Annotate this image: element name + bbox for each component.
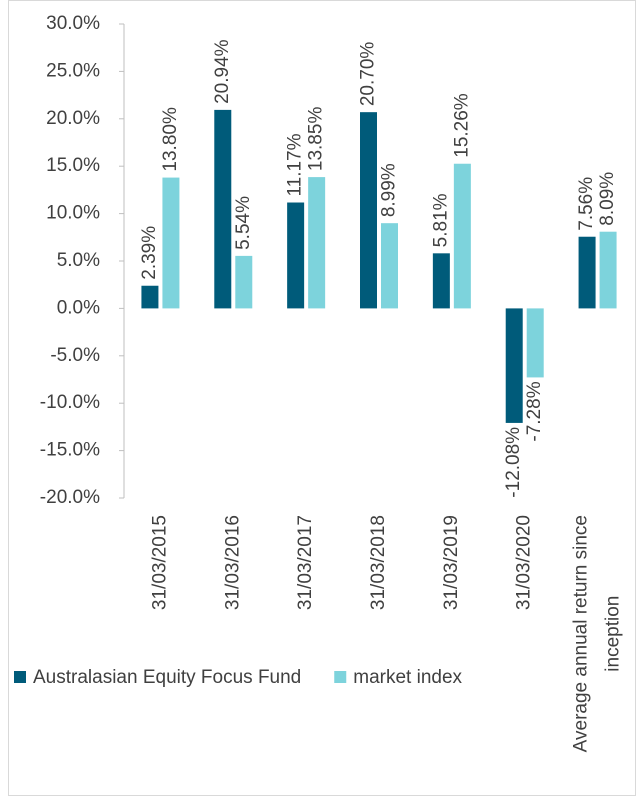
bar <box>162 177 180 309</box>
value-label: 20.94% <box>212 39 233 104</box>
x-tick-label: 31/03/2018 <box>368 515 389 610</box>
x-tick-label: Average annual return since inception <box>571 515 624 752</box>
bar <box>360 112 377 309</box>
value-label: 5.54% <box>233 196 254 250</box>
bar <box>308 177 326 309</box>
y-tick-label: 10.0% <box>46 203 100 224</box>
bar <box>141 285 159 309</box>
legend-swatch <box>334 671 347 683</box>
legend-label: market index <box>353 667 462 688</box>
x-tick-label: 31/03/2017 <box>295 515 316 610</box>
value-label: 2.39% <box>139 226 160 280</box>
bar <box>578 236 596 309</box>
value-label: 5.81% <box>430 193 451 247</box>
y-tick-label: -5.0% <box>50 345 100 366</box>
y-tick-label: -10.0% <box>40 392 100 413</box>
bar <box>599 231 617 309</box>
bar <box>526 308 544 378</box>
value-label: 8.99% <box>379 163 400 217</box>
y-tick-label: 25.0% <box>46 60 100 81</box>
value-label: -7.28% <box>524 381 545 441</box>
value-label: 11.17% <box>285 133 306 196</box>
x-tick-label-line: inception <box>603 596 624 672</box>
y-tick-label: 30.0% <box>46 13 100 34</box>
y-tick-label: 5.0% <box>57 250 100 271</box>
bar <box>432 253 450 309</box>
y-tick-label: -15.0% <box>40 440 100 461</box>
x-tick-label-line: Average annual return since <box>571 515 592 752</box>
x-tick-label: 31/03/2015 <box>149 515 170 610</box>
bar <box>381 223 398 309</box>
value-label: 13.85% <box>306 107 327 172</box>
value-label: 15.26% <box>451 93 472 158</box>
value-label: 8.09% <box>597 172 618 226</box>
value-label: -12.08% <box>503 427 524 498</box>
x-tick-label: 31/03/2019 <box>441 515 462 610</box>
chart-border <box>8 0 636 796</box>
value-label: 13.80% <box>160 107 181 172</box>
legend-swatch <box>14 671 26 683</box>
bar <box>214 109 232 309</box>
x-tick-label: 31/03/2016 <box>222 515 243 610</box>
legend-label: Australasian Equity Focus Fund <box>33 667 301 688</box>
bar <box>235 255 253 309</box>
bar <box>453 163 471 309</box>
value-label: 7.56% <box>576 177 597 231</box>
bar <box>287 202 305 309</box>
bar <box>505 308 523 423</box>
y-tick-label: 20.0% <box>46 108 100 129</box>
y-tick-label: 15.0% <box>46 155 100 176</box>
value-label: 20.70% <box>358 42 379 107</box>
y-tick-label: -20.0% <box>40 487 100 508</box>
x-tick-label: 31/03/2020 <box>514 515 535 610</box>
y-tick-label: 0.0% <box>57 297 100 318</box>
